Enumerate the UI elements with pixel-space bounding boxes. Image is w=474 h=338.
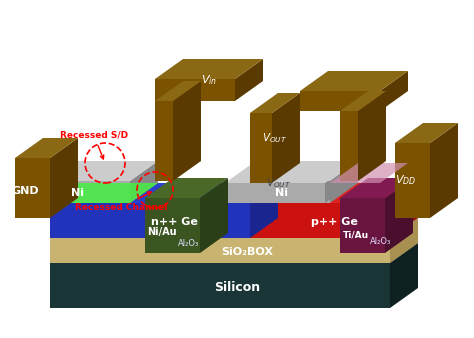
Polygon shape bbox=[250, 113, 272, 183]
Polygon shape bbox=[250, 181, 330, 203]
Polygon shape bbox=[380, 71, 408, 111]
Polygon shape bbox=[300, 91, 380, 111]
Polygon shape bbox=[15, 158, 50, 218]
Polygon shape bbox=[250, 161, 358, 181]
Polygon shape bbox=[300, 71, 408, 91]
Polygon shape bbox=[340, 178, 413, 198]
Polygon shape bbox=[330, 163, 408, 183]
Polygon shape bbox=[225, 163, 353, 183]
Polygon shape bbox=[50, 218, 418, 238]
Polygon shape bbox=[250, 183, 418, 203]
Polygon shape bbox=[50, 181, 130, 203]
Text: Recessed S/D: Recessed S/D bbox=[60, 131, 128, 159]
Polygon shape bbox=[50, 238, 390, 263]
Polygon shape bbox=[155, 101, 173, 181]
Text: n++ Ge: n++ Ge bbox=[151, 217, 198, 227]
Text: $V_{in}$: $V_{in}$ bbox=[201, 73, 217, 87]
Text: $V_{OUT}$: $V_{OUT}$ bbox=[266, 176, 292, 190]
Polygon shape bbox=[50, 243, 418, 263]
Text: Al₂O₃: Al₂O₃ bbox=[178, 239, 200, 247]
Text: SiO₂BOX: SiO₂BOX bbox=[221, 247, 273, 257]
Polygon shape bbox=[325, 163, 353, 203]
Polygon shape bbox=[200, 178, 228, 253]
Text: GND: GND bbox=[12, 186, 39, 196]
Polygon shape bbox=[395, 143, 430, 218]
Polygon shape bbox=[390, 218, 418, 263]
Polygon shape bbox=[340, 91, 386, 111]
Text: Ni/Au: Ni/Au bbox=[146, 227, 176, 238]
Polygon shape bbox=[272, 93, 300, 183]
Polygon shape bbox=[235, 59, 263, 101]
Polygon shape bbox=[130, 161, 158, 203]
Polygon shape bbox=[250, 203, 390, 238]
Text: $V_{OUT}$: $V_{OUT}$ bbox=[263, 131, 288, 145]
Polygon shape bbox=[390, 183, 418, 238]
Text: Silicon: Silicon bbox=[214, 281, 260, 294]
Polygon shape bbox=[50, 138, 78, 218]
Polygon shape bbox=[340, 198, 385, 253]
Polygon shape bbox=[358, 91, 386, 181]
Polygon shape bbox=[155, 59, 263, 79]
Polygon shape bbox=[250, 93, 300, 113]
Polygon shape bbox=[145, 178, 228, 198]
Polygon shape bbox=[50, 183, 278, 203]
Text: Al₂O₃: Al₂O₃ bbox=[370, 237, 391, 245]
Polygon shape bbox=[385, 178, 413, 253]
Text: p++ Ge: p++ Ge bbox=[310, 217, 357, 227]
Polygon shape bbox=[50, 161, 158, 181]
Polygon shape bbox=[330, 161, 358, 203]
Polygon shape bbox=[50, 203, 250, 238]
Text: $V_{DD}$: $V_{DD}$ bbox=[395, 174, 416, 187]
Polygon shape bbox=[155, 81, 201, 101]
Polygon shape bbox=[145, 198, 200, 253]
Polygon shape bbox=[340, 111, 358, 181]
Text: Ni: Ni bbox=[72, 188, 84, 198]
Polygon shape bbox=[50, 183, 158, 203]
Polygon shape bbox=[173, 81, 201, 181]
Polygon shape bbox=[430, 123, 458, 218]
Polygon shape bbox=[395, 123, 458, 143]
Text: Ti/Au: Ti/Au bbox=[343, 231, 369, 240]
Text: Ni: Ni bbox=[275, 188, 289, 198]
Polygon shape bbox=[50, 263, 390, 308]
Polygon shape bbox=[390, 243, 418, 308]
Text: Recessed Channel: Recessed Channel bbox=[75, 192, 167, 212]
Polygon shape bbox=[225, 183, 325, 203]
Polygon shape bbox=[155, 79, 235, 101]
Polygon shape bbox=[250, 183, 278, 238]
Polygon shape bbox=[15, 138, 78, 158]
